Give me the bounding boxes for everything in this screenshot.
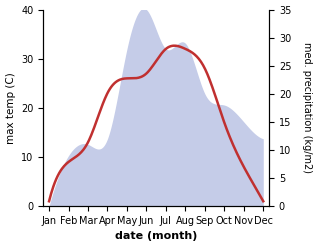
Y-axis label: max temp (C): max temp (C)	[5, 72, 16, 144]
Y-axis label: med. precipitation (kg/m2): med. precipitation (kg/m2)	[302, 42, 313, 173]
X-axis label: date (month): date (month)	[115, 231, 197, 242]
